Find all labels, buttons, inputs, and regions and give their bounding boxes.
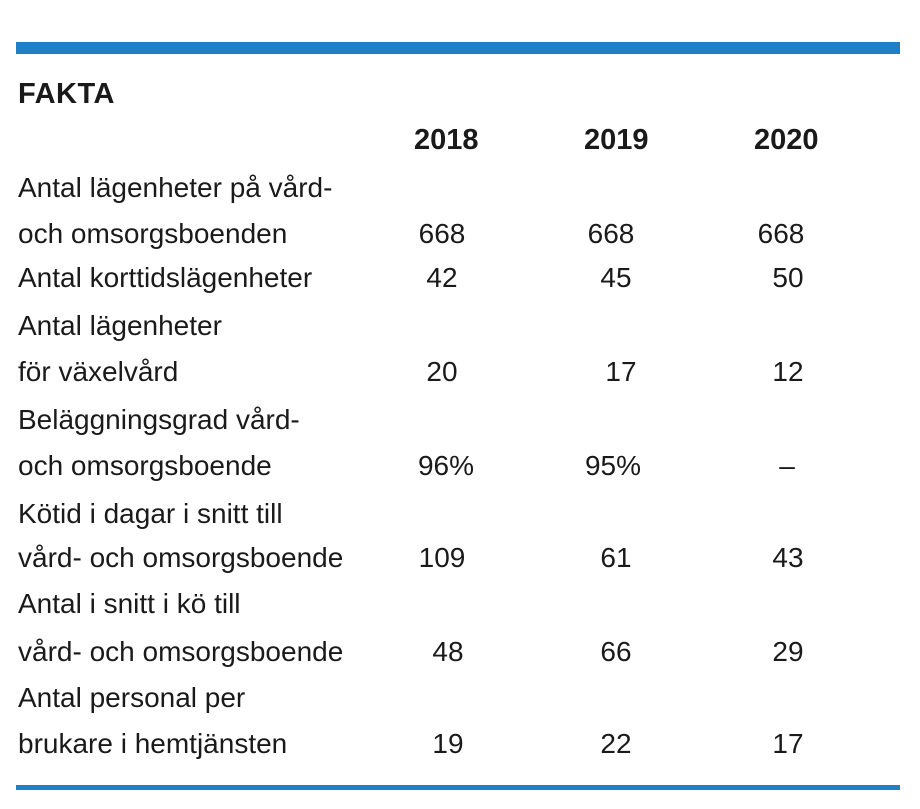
table-cell-2019: 61 [600,542,632,573]
row-label-line: Beläggningsgrad vård- [18,404,300,435]
table-cell-2020: 29 [772,636,804,667]
row-label-line: och omsorgsboenden [18,218,288,249]
bottom-rule [16,785,900,790]
table-cell-2018: 48 [432,636,464,667]
row-label-line: Antal korttidslägenheter [18,262,313,293]
table-cell-2020: 17 [772,728,804,759]
table-cell-2020: 12 [772,356,804,387]
row-label-line: vård- och omsorgsboende [18,542,344,573]
table-cell-2018: 42 [426,262,458,293]
year-header-2020: 2020 [754,124,819,156]
row-label-line: och omsorgsboende [18,450,272,481]
table-cell-2018: 96% [417,450,475,481]
row-label-line: Antal i snitt i kö till [18,588,241,619]
row-label-line: Antal personal per [18,682,246,713]
table-cell-2018: 668 [418,218,466,249]
table-cell-2018: 20 [426,356,458,387]
table-cell-2019: 22 [600,728,632,759]
row-label-line: Antal lägenheter på vård- [18,172,333,203]
row-label-line: brukare i hemtjänsten [18,728,288,759]
table-cell-2020: 668 [757,218,805,249]
table-cell-2020: – [779,450,795,481]
table-cell-2019: 45 [600,262,632,293]
year-header-2019: 2019 [584,124,649,156]
row-label-line: Kötid i dagar i snitt till [18,498,283,529]
row-label-line: för växelvård [18,356,179,387]
table-cell-2019: 17 [605,356,637,387]
table-cell-2019: 66 [600,636,632,667]
table-cell-2020: 50 [772,262,804,293]
table-cell-2020: 43 [772,542,804,573]
row-label-line: Antal lägenheter [18,310,222,341]
table-heading: FAKTA [18,78,116,110]
top-rule [16,42,900,54]
table-cell-2019: 668 [587,218,635,249]
table-cell-2019: 95% [584,450,642,481]
row-label-line: vård- och omsorgsboende [18,636,344,667]
table-cell-2018: 19 [432,728,464,759]
table-cell-2018: 109 [418,542,466,573]
year-header-2018: 2018 [414,124,479,156]
